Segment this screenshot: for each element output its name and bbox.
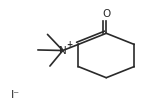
Text: +: + — [66, 40, 72, 49]
Text: N: N — [59, 46, 67, 56]
Text: I⁻: I⁻ — [10, 90, 20, 100]
Text: O: O — [102, 9, 110, 19]
